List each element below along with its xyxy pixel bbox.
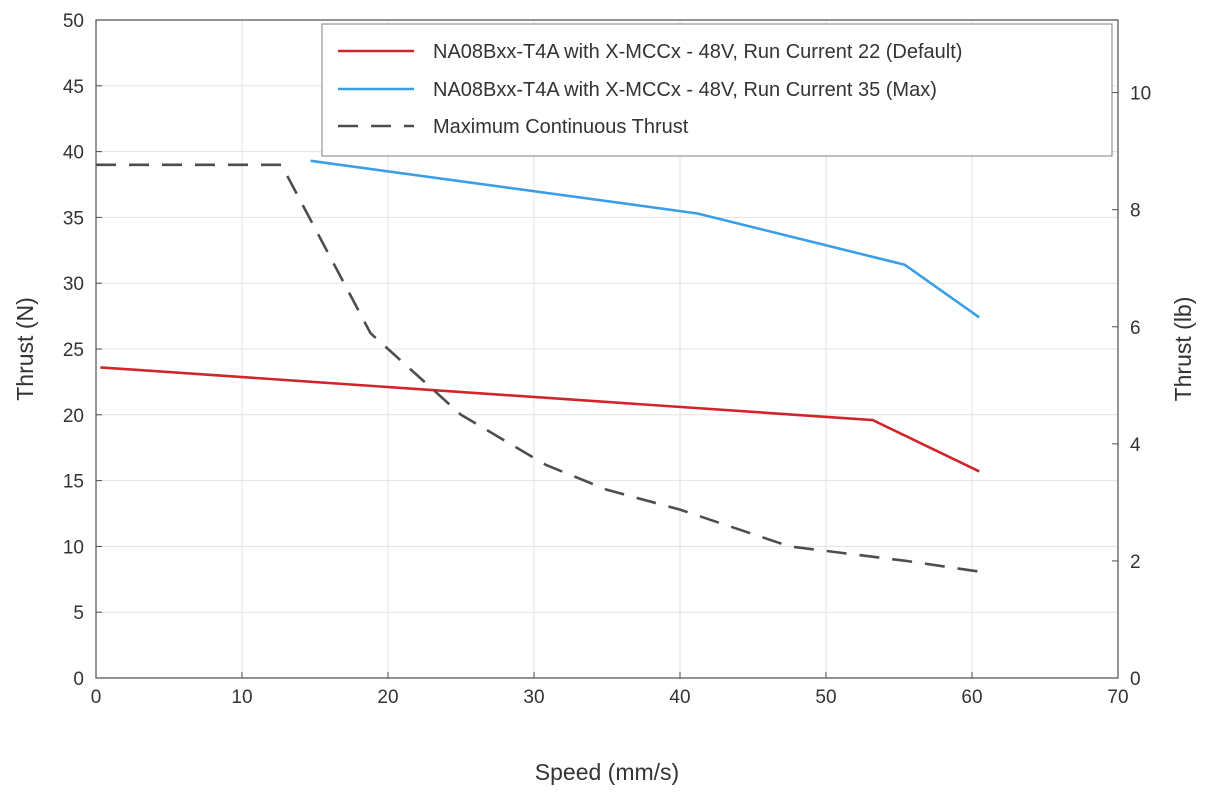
y-tick-label: 25 bbox=[63, 340, 84, 361]
x-axis-title: Speed (mm/s) bbox=[535, 759, 679, 785]
y-tick-label: 0 bbox=[73, 669, 84, 690]
y-tick-label: 10 bbox=[63, 537, 84, 558]
y-tick-label: 5 bbox=[73, 603, 84, 624]
x-tick-label: 70 bbox=[1107, 687, 1128, 708]
legend-label-run-current-35: NA08Bxx-T4A with X-MCCx - 48V, Run Curre… bbox=[433, 79, 937, 101]
x-tick-label: 20 bbox=[377, 687, 398, 708]
x-tick-label: 0 bbox=[91, 687, 102, 708]
legend-label-run-current-22: NA08Bxx-T4A with X-MCCx - 48V, Run Curre… bbox=[433, 41, 962, 63]
y-tick-label: 35 bbox=[63, 208, 84, 229]
x-tick-label: 60 bbox=[961, 687, 982, 708]
y2-tick-label: 2 bbox=[1130, 552, 1141, 573]
y2-tick-label: 10 bbox=[1130, 84, 1151, 105]
y2-tick-label: 6 bbox=[1130, 318, 1141, 339]
y-tick-label: 15 bbox=[63, 472, 84, 493]
y-tick-label: 40 bbox=[63, 143, 84, 164]
x-axis-ticks: 0 10 20 30 40 50 60 70 bbox=[91, 672, 1129, 708]
x-tick-label: 40 bbox=[669, 687, 690, 708]
legend-label-max-continuous: Maximum Continuous Thrust bbox=[433, 116, 689, 138]
x-tick-label: 10 bbox=[231, 687, 252, 708]
y2-axis-title: Thrust (lb) bbox=[1170, 297, 1196, 402]
y2-tick-label: 0 bbox=[1130, 669, 1141, 690]
y-tick-label: 50 bbox=[63, 11, 84, 32]
legend: NA08Bxx-T4A with X-MCCx - 48V, Run Curre… bbox=[321, 23, 1113, 157]
x-tick-label: 50 bbox=[815, 687, 836, 708]
y-axis-title: Thrust (N) bbox=[12, 297, 38, 401]
legend-box bbox=[321, 23, 1113, 157]
y2-tick-label: 8 bbox=[1130, 201, 1141, 222]
y2-axis-ticks: 0 2 4 6 8 10 bbox=[1112, 84, 1151, 690]
series-line-max-continuous-thrust bbox=[96, 163, 987, 574]
series-lines bbox=[96, 159, 987, 574]
y-tick-label: 45 bbox=[63, 77, 84, 98]
x-tick-label: 30 bbox=[523, 687, 544, 708]
y-tick-label: 20 bbox=[63, 406, 84, 427]
series-line-run-current-22 bbox=[100, 366, 980, 473]
y-axis-ticks: 0 5 10 15 20 25 30 35 40 45 50 bbox=[63, 11, 102, 690]
y2-tick-label: 4 bbox=[1130, 435, 1141, 456]
series-line-run-current-35 bbox=[310, 159, 981, 319]
y-tick-label: 30 bbox=[63, 274, 84, 295]
